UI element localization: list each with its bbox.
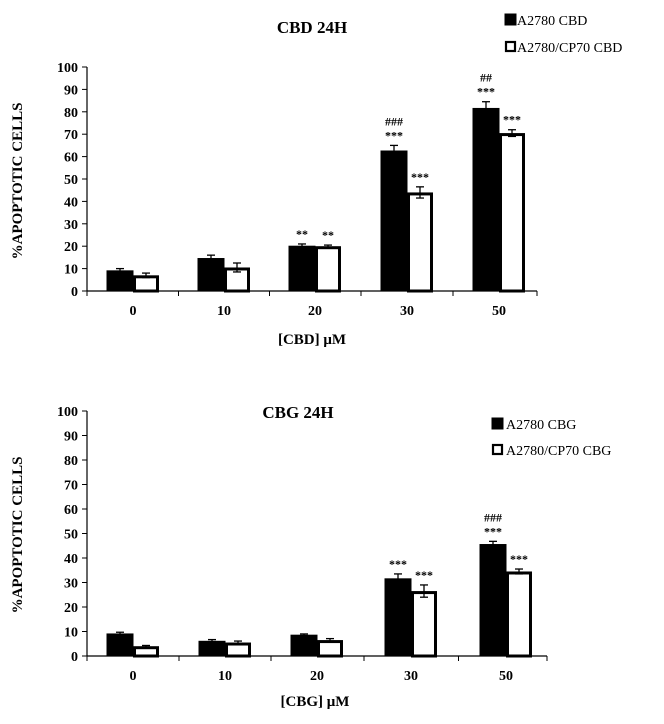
- x-tick-label: 10: [217, 304, 231, 319]
- legend-label: A2780 CBG: [506, 418, 576, 433]
- y-tick-label: 90: [64, 83, 78, 98]
- x-tick-label: 0: [130, 669, 137, 684]
- x-tick-label: 0: [130, 304, 137, 319]
- y-tick-label: 70: [64, 128, 78, 143]
- bar: [288, 245, 316, 292]
- y-tick-label: 100: [57, 61, 78, 76]
- bar: [225, 642, 251, 658]
- bars: **###***##***********: [106, 71, 525, 293]
- bar: [290, 634, 318, 657]
- y-tick-label: 30: [64, 218, 78, 233]
- x-axis-title: [CBG] μM: [281, 694, 350, 710]
- bar: [315, 246, 341, 293]
- significance-label: ***: [510, 552, 528, 566]
- legend: A2780 CBD A2780/CP70 CBD: [504, 13, 622, 56]
- chart-title: CBG 24H: [262, 403, 333, 422]
- bar: [384, 578, 412, 657]
- y-tick-label: 0: [71, 650, 78, 665]
- legend-swatch: [504, 13, 517, 26]
- chart-title: CBD 24H: [277, 18, 347, 37]
- significance-label: ***: [411, 170, 429, 184]
- x-tick-label: 50: [499, 669, 513, 684]
- y-tick-label: 50: [64, 173, 78, 188]
- chart-cbg: CBG 24H %APOPTOTIC CELLS [CBG] μM 0 10 20 3…: [10, 403, 611, 710]
- legend-label: A2780/CP70 CBG: [506, 444, 611, 459]
- y-axis-title: %APOPTOTIC CELLS: [10, 103, 26, 260]
- y-tick-label: 0: [71, 285, 78, 300]
- x-tick-label: 30: [404, 669, 418, 684]
- y-axis-title: %APOPTOTIC CELLS: [10, 457, 26, 614]
- y-tick-label: 80: [64, 106, 78, 121]
- bar: [317, 640, 343, 658]
- significance-label: **: [296, 227, 308, 241]
- y-tick-label: 80: [64, 454, 78, 469]
- significance-label: ***: [503, 113, 521, 127]
- legend-swatch: [491, 417, 504, 430]
- x-tick-label: 20: [310, 669, 324, 684]
- bar: [106, 270, 134, 292]
- chart-cbd: CBD 24H %APOPTOTIC CELLS [CBD] μM 0 10 20 3…: [10, 13, 622, 348]
- y-tick-label: 50: [64, 528, 78, 543]
- legend-label: A2780 CBD: [517, 14, 587, 29]
- y-tick-label: 60: [64, 503, 78, 518]
- y-tick-label: 60: [64, 151, 78, 166]
- legend-swatch: [491, 443, 504, 456]
- significance-label: ***: [415, 568, 433, 582]
- bars: ***###*********: [106, 510, 532, 658]
- bar: [499, 133, 525, 293]
- y-tick-label: 30: [64, 577, 78, 592]
- significance-label: ##: [480, 71, 492, 85]
- bar: [407, 192, 433, 293]
- bar: [106, 633, 134, 657]
- y-tick-label: 10: [64, 626, 78, 641]
- y-tick-label: 90: [64, 430, 78, 445]
- y-tick-label: 20: [64, 601, 78, 616]
- x-tick-label: 50: [492, 304, 506, 319]
- axes: 0 10 20 30 40 50 60 70 80 90 100 0 10 20 30 50: [57, 405, 548, 684]
- significance-label: ***: [484, 524, 502, 538]
- bar: [133, 275, 159, 293]
- bar: [197, 258, 225, 292]
- axes: 0 10 20 30 40 50 60 70 80 90 100 0 10 20 30 50: [57, 61, 538, 319]
- y-tick-label: 100: [57, 405, 78, 420]
- bar: [472, 107, 500, 292]
- x-tick-label: 10: [218, 669, 232, 684]
- significance-label: ###: [385, 114, 403, 128]
- x-tick-label: 20: [308, 304, 322, 319]
- significance-label: ***: [385, 128, 403, 142]
- legend-swatch: [504, 40, 517, 53]
- significance-label: **: [322, 228, 334, 242]
- legend-label: A2780/CP70 CBD: [517, 41, 622, 56]
- bar: [506, 571, 532, 658]
- bar: [479, 544, 507, 657]
- significance-label: ***: [389, 557, 407, 571]
- bar: [411, 591, 437, 658]
- x-axis-title: [CBD] μM: [278, 332, 346, 348]
- bar: [133, 646, 159, 658]
- y-tick-label: 40: [64, 195, 78, 210]
- y-tick-label: 10: [64, 263, 78, 278]
- y-tick-label: 40: [64, 552, 78, 567]
- bar: [380, 150, 408, 292]
- significance-label: ***: [477, 85, 495, 99]
- significance-label: ###: [484, 510, 502, 524]
- legend: A2780 CBG A2780/CP70 CBG: [491, 417, 611, 459]
- y-tick-label: 20: [64, 240, 78, 255]
- y-tick-label: 70: [64, 479, 78, 494]
- x-tick-label: 30: [400, 304, 414, 319]
